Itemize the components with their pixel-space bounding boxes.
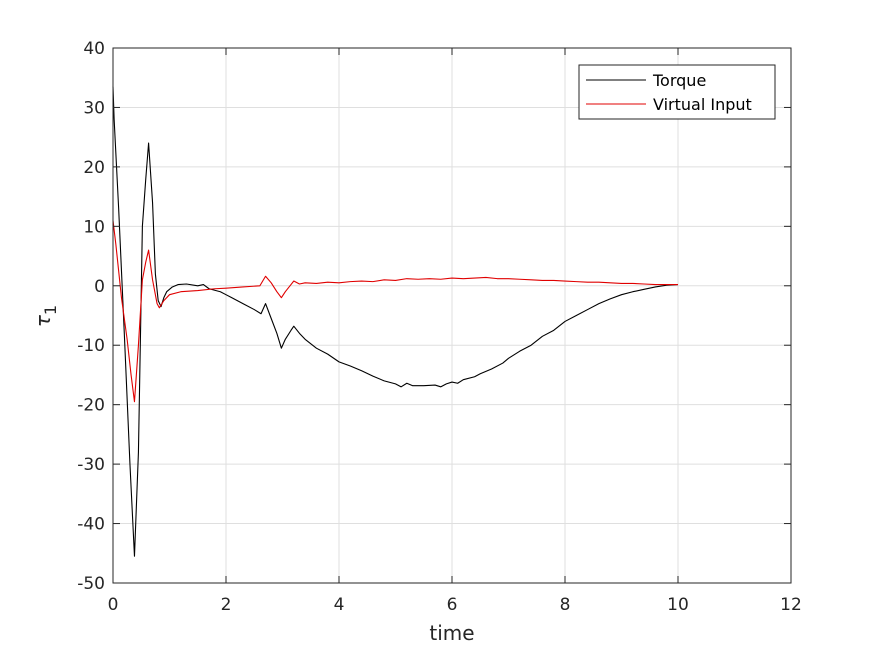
x-tick-label: 2 bbox=[221, 595, 232, 615]
y-axis-title-subscript: 1 bbox=[41, 305, 60, 315]
y-tick-label: -30 bbox=[77, 455, 105, 475]
x-axis-title: time bbox=[429, 621, 474, 645]
y-tick-label: 0 bbox=[94, 277, 105, 297]
y-tick-label: -10 bbox=[77, 336, 105, 356]
y-tick-label: 20 bbox=[83, 158, 105, 178]
x-tick-label: 6 bbox=[447, 595, 458, 615]
y-tick-label: 40 bbox=[83, 39, 105, 59]
svg-text:τ1: τ1 bbox=[31, 305, 60, 327]
legend-label-torque: Torque bbox=[652, 71, 706, 90]
series-line-virtual-input bbox=[112, 220, 678, 403]
series-line-torque bbox=[112, 86, 679, 557]
y-tick-labels: -50 -40 -30 -20 -10 0 10 20 30 40 bbox=[77, 39, 105, 594]
axis-ticks bbox=[112, 47, 792, 584]
y-tick-label: -50 bbox=[77, 574, 105, 594]
legend-label-virtual-input: Virtual Input bbox=[653, 95, 752, 114]
legend: Torque Virtual Input bbox=[578, 64, 776, 120]
x-tick-label: 8 bbox=[560, 595, 571, 615]
y-tick-label: -20 bbox=[77, 396, 105, 416]
grid-lines bbox=[113, 48, 791, 583]
legend-box bbox=[578, 64, 776, 120]
x-tick-label: 0 bbox=[108, 595, 119, 615]
y-axis-title: τ1 bbox=[31, 305, 60, 327]
x-tick-label: 10 bbox=[667, 595, 689, 615]
y-tick-label: 30 bbox=[83, 98, 105, 118]
x-tick-labels: 0 2 4 6 8 10 12 bbox=[108, 595, 802, 615]
series-lines bbox=[112, 86, 679, 557]
y-axis-title-symbol: τ bbox=[31, 314, 55, 327]
y-tick-label: -40 bbox=[77, 515, 105, 535]
x-tick-label: 12 bbox=[780, 595, 802, 615]
y-tick-label: 10 bbox=[83, 217, 105, 237]
x-tick-label: 4 bbox=[334, 595, 345, 615]
